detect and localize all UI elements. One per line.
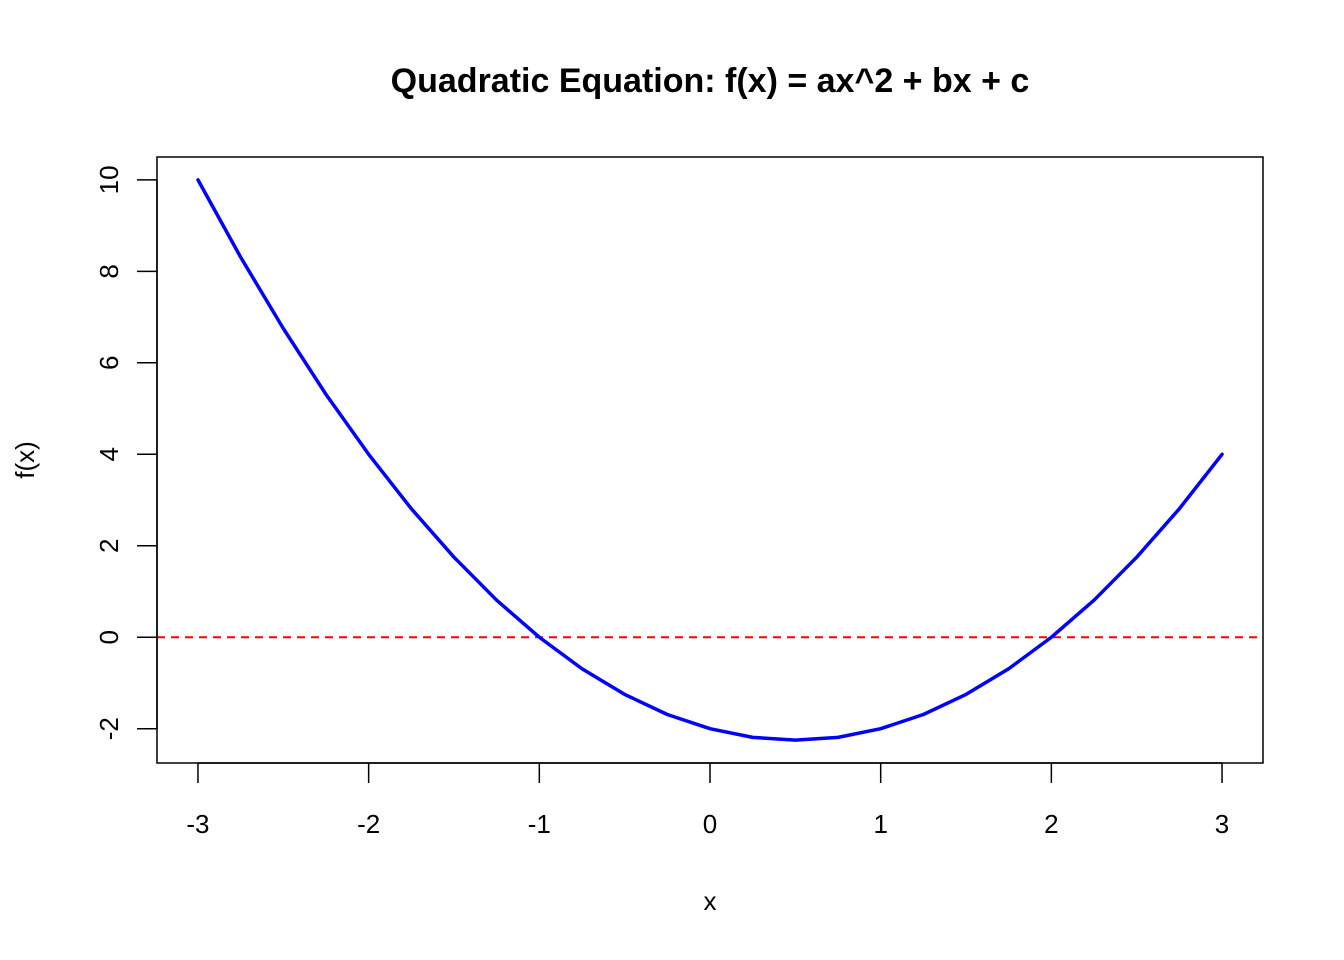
x-tick-label: -2: [357, 809, 380, 839]
y-tick-label: 0: [94, 630, 124, 644]
series-line-0: [196, 178, 1224, 742]
x-axis: -3 -2 -1 0 1 2 3: [186, 762, 1229, 839]
plot-frame: [156, 156, 1264, 764]
y-tick-label: 2: [94, 539, 124, 553]
y-tick-label: 8: [94, 264, 124, 278]
x-tick-label: 2: [1044, 809, 1058, 839]
x-tick-label: 1: [873, 809, 887, 839]
series-layer: [196, 178, 1224, 742]
x-tick-label: -3: [186, 809, 209, 839]
y-axis: -2 0 2 4 6 8 10: [94, 165, 158, 740]
y-tick-label: 4: [94, 447, 124, 461]
y-tick-label: 6: [94, 356, 124, 370]
x-tick-label: 0: [703, 809, 717, 839]
x-axis-label: x: [704, 886, 717, 916]
x-tick-label: 3: [1215, 809, 1229, 839]
x-tick-label: -1: [528, 809, 551, 839]
y-tick-label: 10: [94, 165, 124, 194]
y-tick-label: -2: [94, 717, 124, 740]
chart-title: Quadratic Equation: f(x) = ax^2 + bx + c: [391, 62, 1030, 100]
y-axis-label: f(x): [10, 441, 40, 479]
